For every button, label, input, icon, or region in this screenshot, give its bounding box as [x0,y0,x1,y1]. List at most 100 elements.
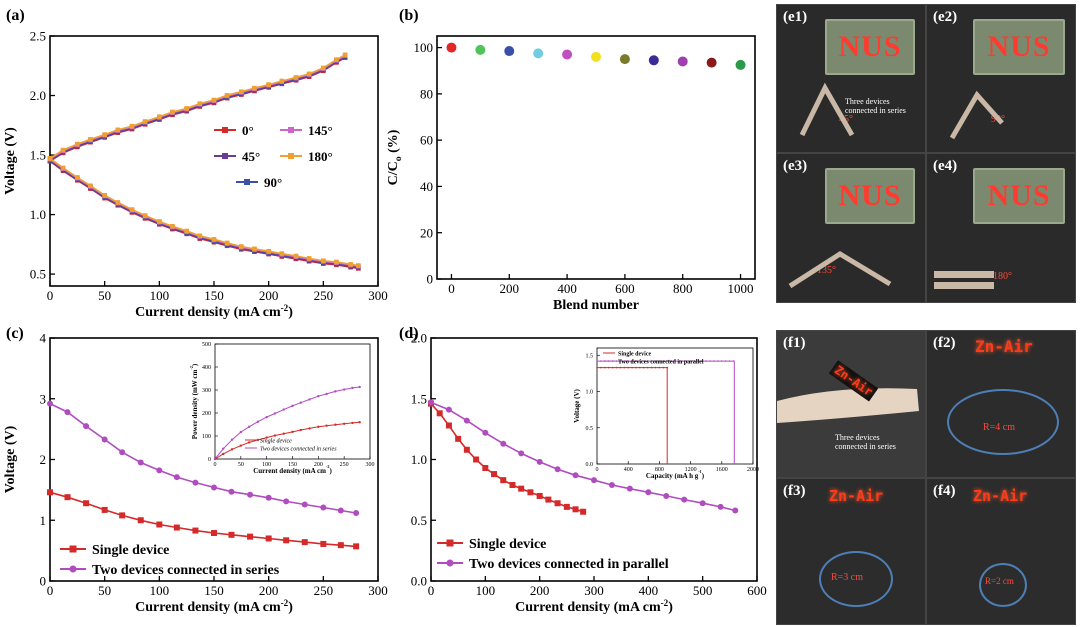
inset-data-point [308,398,311,401]
inset-data-point [658,366,661,369]
data-point [301,539,308,546]
inset-data-point [682,360,684,362]
data-point [536,492,543,499]
data-point [446,42,457,53]
x-tick-label: 0 [47,288,54,303]
data-point [337,542,344,549]
data-point [536,458,543,465]
panel-label: (b) [399,7,419,24]
data-point [563,503,570,510]
inset-data-point [674,360,676,362]
inset-data-point [342,388,346,391]
data-point [699,500,706,507]
legend-marker [69,545,77,553]
inset-data-point [697,360,700,362]
led-board: NUS [973,19,1065,75]
inset-data-point [273,412,277,415]
data-point [184,106,189,111]
data-point [228,488,235,495]
y-tick-label: 0 [208,457,211,463]
x-tick-label: 800 [673,281,693,296]
y-axis-label: C/Co (%) [386,129,404,185]
x-tick-label: 200 [259,288,279,303]
series-line-1 [430,401,736,512]
series-line-3 [49,158,359,267]
x-axis-label: Current density (mA cm-2) [135,598,293,615]
y-tick-label: 1 [40,513,47,528]
data-point [500,440,507,447]
angle-text: 135° [817,265,836,276]
data-point [717,503,724,510]
inset-data-point [299,401,302,404]
plot-frame [214,343,371,460]
inset-data-point [334,423,337,426]
inset-data-point [662,360,665,362]
photo-label: (f2) [933,335,956,351]
series-line-1 [49,402,357,514]
inset-data-point [308,427,311,430]
inset-data-point [239,430,243,434]
series-line-2 [49,159,359,268]
data-point [224,240,230,246]
inset-data-point [222,452,225,456]
data-point [735,59,746,70]
y-tick-label: 0 [40,574,47,589]
data-point [211,237,217,242]
data-point [348,262,353,267]
led-board: NUS [825,19,915,75]
x-tick-label: 1000 [728,281,754,296]
inset-legend-label: Two devices connected in parallel [618,360,704,366]
y-tick-label: 0.5 [586,426,594,432]
data-point [192,479,199,486]
data-point [47,156,53,161]
inset-data-point [600,366,602,369]
bent-device [949,90,1004,140]
data-point [265,494,272,501]
data-point [247,491,254,498]
data-point [482,465,489,472]
y-tick-label: 1.5 [30,148,46,163]
inset-data-point [639,360,641,362]
data-point [266,248,271,254]
x-tick-label: 50 [98,583,111,598]
x-axis-label: Current density (mA cm-2) [135,303,293,320]
data-point [306,71,312,77]
x-tick-label: 100 [150,583,170,598]
inset-data-point [247,441,251,444]
inset-data-point [265,415,268,419]
data-point [591,477,597,484]
legend-marker [244,179,250,185]
data-point [142,119,148,124]
inset-data-point [650,366,653,369]
data-point [554,500,561,507]
data-point [83,423,90,430]
inset-chart: 0 50 100 150 200 250 300 0 100 200 300 400 500 Curren… [189,342,375,475]
photo-label: (f4) [933,483,956,499]
inset-data-point [643,366,645,369]
inset-data-point [678,360,680,362]
data-point [137,517,144,524]
inset-data-point [662,366,665,369]
inset-data-point [615,366,618,369]
photo-label: (e1) [783,9,808,25]
data-point [239,89,244,95]
inset-data-point [247,425,251,428]
data-point [102,192,107,198]
inset-data-point [654,360,657,362]
inset-data-point [650,360,653,362]
x-tick-label: 300 [584,583,604,598]
data-point [101,436,108,443]
data-point [129,207,135,212]
inset-data-point [230,438,234,441]
y-tick-label: 0.0 [411,574,427,589]
x-tick-label: 100 [476,583,496,598]
legend-marker [288,153,294,159]
data-point [321,258,326,264]
data-point [211,97,217,103]
inset-series-line-0 [597,367,668,464]
legend-label: Single device [92,543,169,558]
x-tick-label: 250 [314,583,334,598]
data-point [645,489,652,496]
data-point [663,492,670,499]
y-tick-label: 200 [202,411,211,417]
